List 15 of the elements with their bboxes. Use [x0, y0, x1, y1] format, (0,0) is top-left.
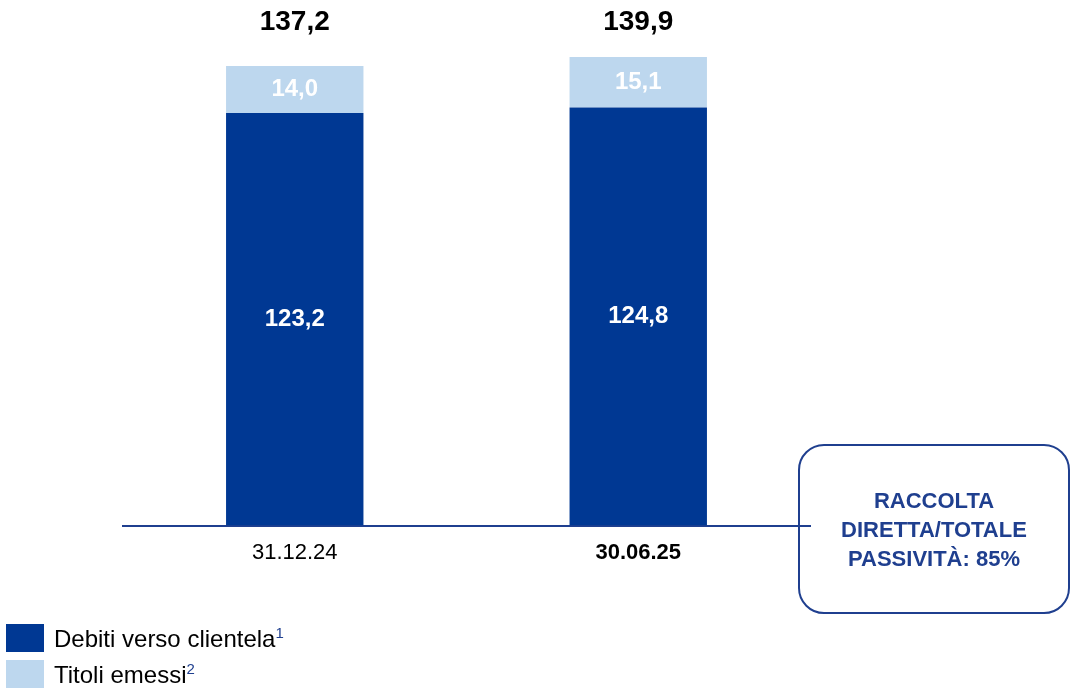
bar — [226, 112, 364, 526]
x-tick-label: 31.12.24 — [251, 538, 338, 564]
legend-label: Debiti verso clientela$^{1}$ — [54, 623, 284, 653]
data-label: 123,2 — [264, 303, 325, 331]
total-label: 139,9 — [603, 4, 674, 36]
x-tick-label: 30.06.25 — [595, 538, 682, 564]
bar — [569, 57, 707, 108]
data-label: 15,1 — [614, 66, 662, 94]
legend-label: Titoli emessi$^{2}$ — [54, 659, 195, 689]
bar — [226, 66, 364, 113]
data-label: 14,0 — [271, 74, 319, 102]
total-label: 137,2 — [259, 4, 330, 36]
data-label: 124,8 — [608, 301, 669, 329]
text: RACCOLTA DIRETTA/TOTALE PASSIVITÀ: 85% — [798, 444, 1070, 614]
bar — [569, 107, 707, 526]
